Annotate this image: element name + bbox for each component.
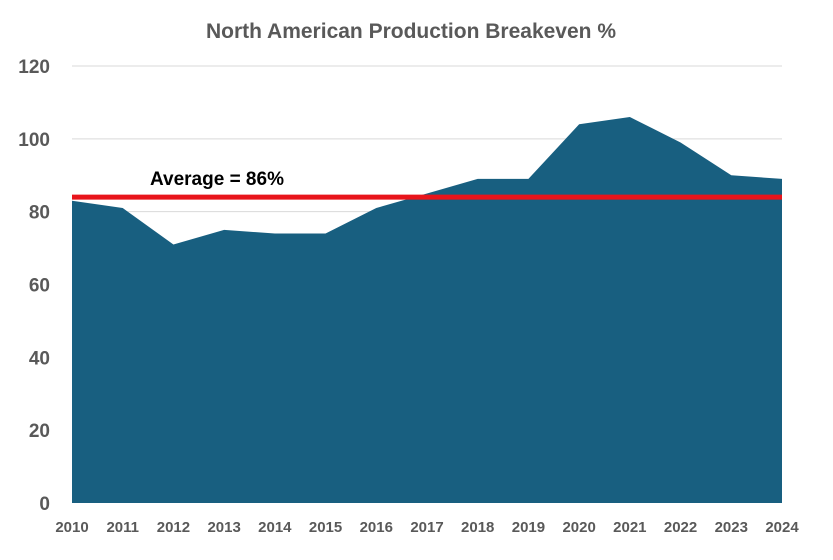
x-tick-label: 2014 <box>258 519 292 536</box>
x-tick-label: 2020 <box>562 519 595 536</box>
x-tick-label: 2019 <box>512 519 545 536</box>
chart-title: North American Production Breakeven % <box>206 20 616 43</box>
x-tick-label: 2021 <box>613 519 646 536</box>
area-series <box>72 116 782 503</box>
x-tick-label: 2018 <box>461 519 494 536</box>
y-axis: 0 20 40 60 80 100 120 <box>18 57 50 515</box>
x-tick-label: 2013 <box>207 519 240 536</box>
x-tick-label: 2016 <box>360 519 393 536</box>
y-tick-label: 80 <box>29 203 50 224</box>
average-label: Average = 86% <box>150 169 284 190</box>
x-tick-label: 2010 <box>55 519 88 536</box>
y-tick-label: 20 <box>29 421 50 442</box>
x-tick-label: 2024 <box>765 519 799 536</box>
x-tick-label: 2015 <box>309 519 342 536</box>
x-tick-label: 2012 <box>157 519 190 536</box>
y-tick-label: 40 <box>29 348 50 369</box>
y-tick-label: 60 <box>29 276 50 297</box>
average-reference: Average = 86% <box>72 169 782 200</box>
y-tick-label: 100 <box>18 130 50 151</box>
y-tick-label: 0 <box>39 494 50 515</box>
x-axis: 2010 2011 2012 2013 2014 2015 2016 2017 2018 2019… <box>55 519 799 536</box>
y-tick-label: 120 <box>18 57 50 78</box>
x-tick-label: 2022 <box>664 519 697 536</box>
x-tick-label: 2017 <box>410 519 443 536</box>
plot-area <box>71 116 783 503</box>
x-tick-label: 2023 <box>715 519 748 536</box>
x-tick-label: 2011 <box>106 519 139 536</box>
